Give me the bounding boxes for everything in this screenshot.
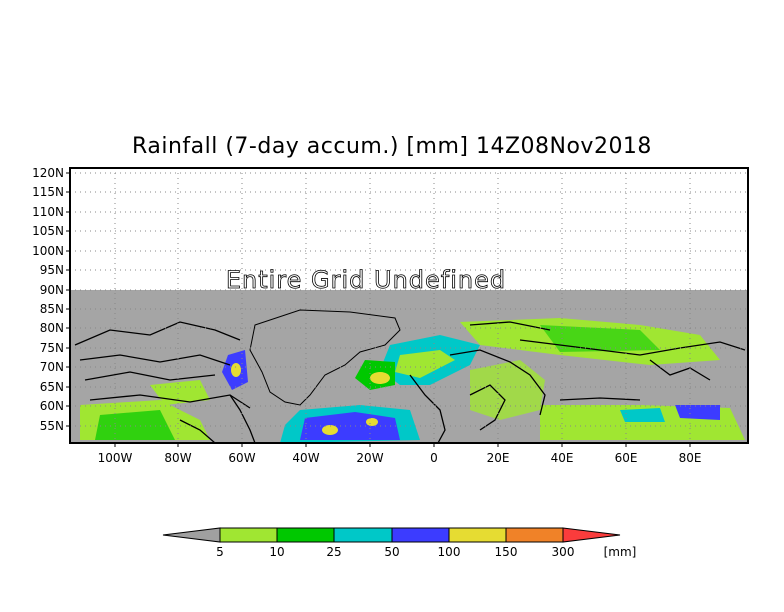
colorbar-unit: [mm] <box>604 545 637 559</box>
colorbar-label: 150 <box>495 545 518 559</box>
lon-labels: 100W 80W 60W 40W 20W 0 20E 40E 60E 80E <box>98 451 702 465</box>
lat-label: 90N <box>40 283 64 297</box>
rain-patch <box>540 325 660 352</box>
lat-label: 105N <box>32 224 64 238</box>
grid-lines <box>70 168 748 443</box>
colorbar-swatch <box>219 527 278 543</box>
colorbar-swatch <box>333 527 393 543</box>
rainfall-field <box>80 318 745 443</box>
lat-labels: 120N 115N 110N 105N 100N 95N 90N 85N 80N… <box>32 166 64 433</box>
lon-label: 40W <box>292 451 319 465</box>
plot-frame <box>69 167 749 444</box>
lat-label: 115N <box>32 185 64 199</box>
rain-patch <box>470 360 545 420</box>
colorbar-over-arrow <box>562 527 621 543</box>
lat-label: 85N <box>40 302 64 316</box>
lat-label: 100N <box>32 244 64 258</box>
rain-patch <box>231 363 241 377</box>
lon-label: 80W <box>164 451 191 465</box>
lon-label: 60E <box>615 451 638 465</box>
lon-label: 0 <box>430 451 438 465</box>
rain-patch <box>395 350 455 378</box>
colorbar-label: 25 <box>326 545 341 559</box>
lat-tick-marks <box>66 172 70 427</box>
rain-patch <box>370 372 390 384</box>
colorbar-under-arrow <box>162 527 221 543</box>
lat-label: 55N <box>40 419 64 433</box>
rain-patch <box>675 405 720 420</box>
rain-patch <box>95 410 175 440</box>
lon-label: 20E <box>487 451 510 465</box>
undefined-grid-label: Entire Grid Undefined <box>226 266 506 294</box>
lat-label: 60N <box>40 399 64 413</box>
lon-label: 60W <box>228 451 255 465</box>
rain-patch <box>322 425 338 435</box>
lon-label: 20W <box>356 451 383 465</box>
lon-tick-marks <box>114 443 691 447</box>
rain-patch <box>620 408 665 422</box>
rain-patch <box>366 418 378 426</box>
colorbar: 5 10 25 50 100 150 300 [mm] <box>162 527 637 559</box>
lat-label: 70N <box>40 360 64 374</box>
lat-label: 75N <box>40 341 64 355</box>
lat-label: 95N <box>40 263 64 277</box>
colorbar-label: 300 <box>552 545 575 559</box>
colorbar-swatch <box>276 527 335 543</box>
lat-label: 65N <box>40 380 64 394</box>
lon-label: 80E <box>679 451 702 465</box>
lat-label: 120N <box>32 166 64 180</box>
lon-label: 40E <box>551 451 574 465</box>
colorbar-label: 100 <box>438 545 461 559</box>
greenland-outline <box>249 309 401 406</box>
lat-label: 110N <box>32 205 64 219</box>
colorbar-swatch <box>391 527 450 543</box>
map-title: Rainfall (7-day accum.) [mm] 14Z08Nov201… <box>132 134 652 159</box>
colorbar-label: 10 <box>269 545 284 559</box>
colorbar-swatch <box>448 527 507 543</box>
colorbar-label: 50 <box>384 545 399 559</box>
colorbar-swatch <box>505 527 564 543</box>
colorbar-label: 5 <box>216 545 224 559</box>
lon-label: 100W <box>98 451 133 465</box>
lat-label: 80N <box>40 321 64 335</box>
